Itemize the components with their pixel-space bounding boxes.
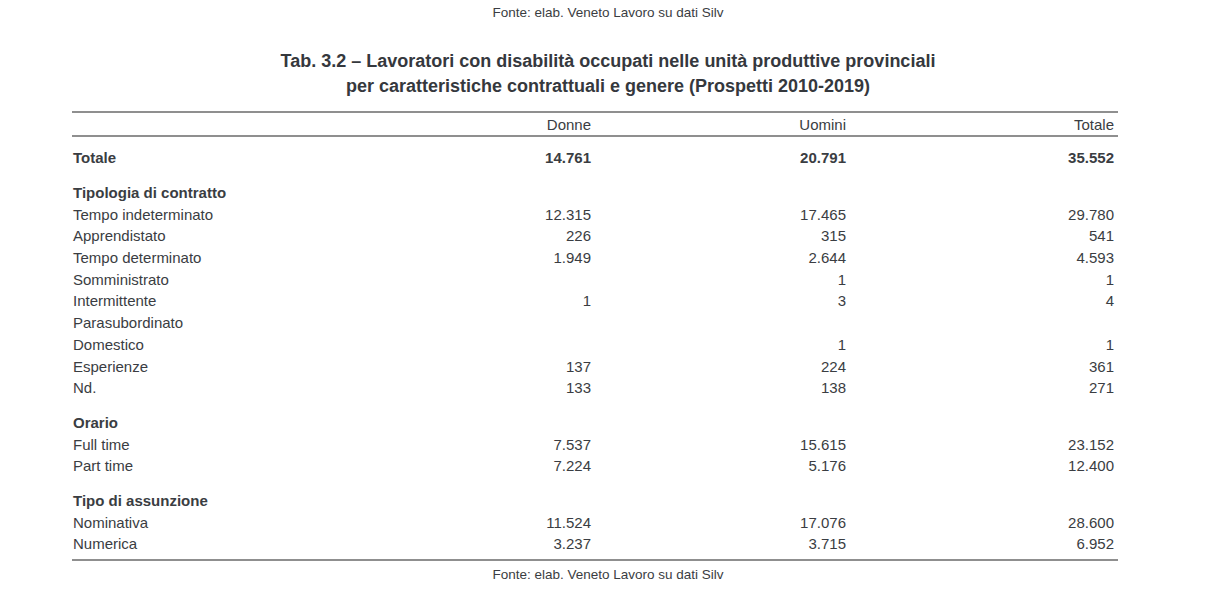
row-label: Esperienze [72,358,340,375]
cell-totale: 4 [850,292,1118,309]
cell-donne: 1 [340,292,595,309]
cell-uomini: 138 [595,379,850,396]
table-section: Tipo di assunzione Nominativa11.52417.076… [72,490,1118,555]
cell-donne: 1.949 [340,249,595,266]
row-label: Tempo indeterminato [72,206,340,223]
row-label: Somministrato [72,271,340,288]
row-label: Full time [72,436,340,453]
table-sections: Tipologia di contratto Tempo indeterminat… [72,182,1118,555]
cell-totale: 4.593 [850,249,1118,266]
row-label: Totale [72,149,340,166]
cell-totale: 29.780 [850,206,1118,223]
column-header-totale: Totale [850,116,1118,133]
table-title-line2: per caratteristiche contrattuali e gener… [0,74,1216,99]
cell-totale: 541 [850,227,1118,244]
cell-uomini: 224 [595,358,850,375]
source-note-top: Fonte: elab. Veneto Lavoro su dati Silv [0,4,1216,21]
cell-totale: 28.600 [850,514,1118,531]
table-row: Numerica3.2373.7156.952 [72,533,1118,555]
cell-uomini: 1 [595,271,850,288]
cell-totale: 35.552 [850,149,1118,166]
table-row: Intermittente134 [72,290,1118,312]
column-header-donne: Donne [340,116,595,133]
table-row: Full time7.53715.61523.152 [72,433,1118,455]
row-label: Tipologia di contratto [72,184,340,201]
table-row: Domestico 11 [72,334,1118,356]
cell-totale: 12.400 [850,457,1118,474]
table-row: Somministrato 11 [72,268,1118,290]
table-section: Tipologia di contratto Tempo indeterminat… [72,182,1118,399]
table-row: Nominativa11.52417.07628.600 [72,511,1118,533]
row-label: Tempo determinato [72,249,340,266]
cell-donne: 133 [340,379,595,396]
document-page: Fonte: elab. Veneto Lavoro su dati Silv … [0,0,1216,598]
cell-donne: 7.224 [340,457,595,474]
cell-totale: 6.952 [850,535,1118,552]
row-label: Orario [72,414,340,431]
table-row: Esperienze137224361 [72,355,1118,377]
row-label: Tipo di assunzione [72,492,340,509]
table-row: Tempo indeterminato12.31517.46529.780 [72,203,1118,225]
table-row: Tempo determinato1.9492.6444.593 [72,247,1118,269]
cell-uomini: 15.615 [595,436,850,453]
table-row: Nd.133138271 [72,377,1118,399]
cell-uomini: 2.644 [595,249,850,266]
cell-totale: 1 [850,271,1118,288]
table-header-row: Donne Uomini Totale [72,113,1118,137]
section-title-row: Tipo di assunzione [72,490,1118,512]
cell-uomini: 20.791 [595,149,850,166]
table-row: Apprendistato226315541 [72,225,1118,247]
cell-uomini: 17.465 [595,206,850,223]
cell-donne: 226 [340,227,595,244]
column-header-uomini: Uomini [595,116,850,133]
cell-totale: 1 [850,336,1118,353]
table-title-line1: Tab. 3.2 – Lavoratori con disabilità occ… [0,49,1216,74]
data-table: Donne Uomini Totale Totale 14.761 20.791… [72,111,1118,561]
row-label: Nd. [72,379,340,396]
row-label: Nominativa [72,514,340,531]
row-label: Intermittente [72,292,340,309]
table-title: Tab. 3.2 – Lavoratori con disabilità occ… [0,49,1216,99]
table-row: Parasubordinato [72,312,1118,334]
cell-uomini: 3 [595,292,850,309]
section-title-row: Tipologia di contratto [72,182,1118,204]
cell-uomini: 3.715 [595,535,850,552]
section-title-row: Orario [72,412,1118,434]
cell-donne: 12.315 [340,206,595,223]
table-section: OrarioFull time7.53715.61523.152Part tim… [72,412,1118,477]
cell-uomini: 5.176 [595,457,850,474]
row-label: Numerica [72,535,340,552]
cell-totale: 361 [850,358,1118,375]
cell-uomini: 315 [595,227,850,244]
cell-totale: 271 [850,379,1118,396]
cell-donne: 3.237 [340,535,595,552]
row-label: Apprendistato [72,227,340,244]
row-label: Parasubordinato [72,314,340,331]
total-row: Totale 14.761 20.791 35.552 [72,147,1118,169]
table-row: Part time7.2245.17612.400 [72,455,1118,477]
cell-totale: 23.152 [850,436,1118,453]
row-label: Part time [72,457,340,474]
cell-donne: 7.537 [340,436,595,453]
cell-uomini: 1 [595,336,850,353]
cell-donne: 14.761 [340,149,595,166]
source-note-bottom: Fonte: elab. Veneto Lavoro su dati Silv [0,566,1216,583]
cell-donne: 137 [340,358,595,375]
cell-donne: 11.524 [340,514,595,531]
row-label: Domestico [72,336,340,353]
cell-uomini: 17.076 [595,514,850,531]
